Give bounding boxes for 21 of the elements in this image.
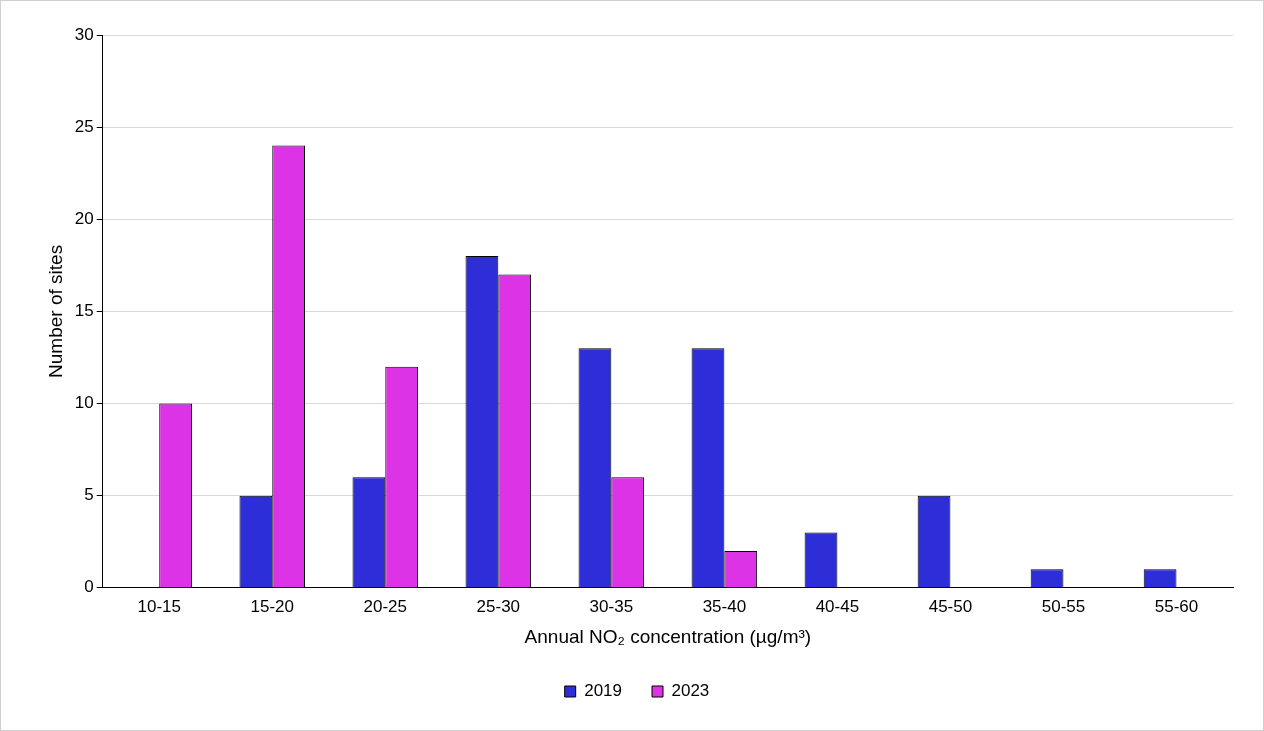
y-tick-label: 25	[74, 116, 94, 136]
x-tick-label: 15-20	[250, 596, 294, 616]
y-tick-label: 10	[74, 393, 94, 413]
y-tick-label: 0	[84, 577, 94, 597]
y-tick-label: 20	[74, 208, 94, 228]
x-tick-label: 55-60	[1154, 596, 1199, 616]
x-tick-label: 50-55	[1041, 596, 1086, 616]
x-tick-label: 35-40	[702, 596, 747, 616]
y-axis-title: Number of sites	[44, 244, 66, 378]
x-tick-label: 45-50	[928, 596, 973, 616]
x-tick-label: 25-30	[476, 596, 521, 616]
y-tick-label: 15	[74, 301, 94, 321]
y-tick-label: 30	[74, 24, 94, 44]
x-axis-title: Annual NO₂ concentration (µg/m³)	[524, 625, 812, 647]
y-tick-label: 5	[84, 485, 94, 505]
legend-label: 2023	[671, 681, 710, 701]
x-tick-label: 20-25	[363, 596, 408, 616]
x-tick-label: 30-35	[589, 596, 634, 616]
x-tick-label: 10-15	[137, 596, 181, 616]
legend-label: 2019	[584, 681, 623, 701]
x-tick-label: 40-45	[815, 596, 860, 616]
